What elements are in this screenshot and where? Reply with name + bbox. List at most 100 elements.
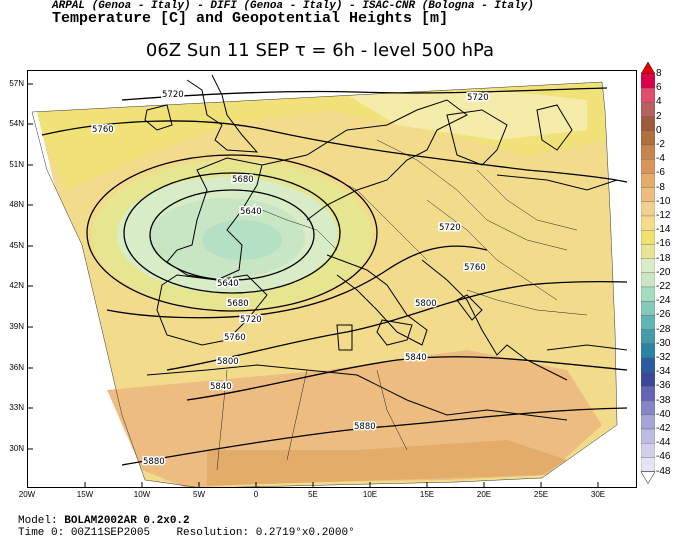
legend-swatch (641, 343, 655, 359)
legend-swatch (641, 329, 655, 344)
contour-label: 5760 (224, 333, 246, 343)
lon-label: 10W (133, 490, 151, 499)
legend-label: 2 (656, 110, 662, 122)
lon-label: 5E (308, 490, 318, 499)
legend-label: -8 (656, 181, 665, 193)
legend-swatch (641, 73, 655, 89)
lon-label: 30E (590, 490, 606, 499)
time-line: Time 0: 00Z11SEP2005 Resolution: 0.2719°… (18, 527, 355, 539)
legend-swatch (641, 102, 655, 117)
legend-swatch (641, 173, 655, 188)
borders (216, 139, 588, 471)
lon-label: 10E (362, 490, 378, 499)
legend-label: -38 (656, 394, 671, 406)
time0-label: Time 0: (18, 527, 65, 539)
legend-label: -44 (656, 437, 671, 449)
legend-label: -34 (656, 366, 671, 378)
temperature-field (32, 82, 617, 488)
legend-swatch (641, 130, 655, 146)
legend-label: -46 (656, 451, 671, 463)
legend-label: -22 (656, 281, 671, 292)
legend-swatch (641, 301, 655, 316)
contour-label: 5880 (143, 457, 165, 467)
legend-swatch (641, 159, 655, 174)
legend-swatch (641, 187, 655, 202)
contour-label: 5640 (240, 207, 262, 217)
legend-label: -16 (656, 238, 671, 250)
height-contours (41, 87, 628, 466)
model-value: BOLAM2002AR 0.2x0.2 (64, 515, 190, 527)
contour-label: 5680 (227, 299, 249, 309)
contour-label: 5640 (217, 279, 239, 289)
legend-swatch (641, 286, 655, 302)
contour-label: 5680 (232, 175, 254, 185)
legend-swatch (641, 414, 655, 430)
legend-swatch (641, 372, 655, 387)
lat-label: 33N (9, 403, 24, 412)
lat-label: 51N (9, 160, 24, 169)
legend-label: -24 (656, 295, 671, 307)
legend-label: 8 (656, 68, 662, 79)
lon-label: 15E (419, 490, 435, 499)
legend-swatch (641, 357, 655, 373)
contour-label-layer: 5720 5720 5760 5680 5640 5640 5680 5720 … (91, 89, 491, 469)
lat-label: 39N (9, 322, 24, 331)
legend-swatch (641, 244, 655, 259)
legend-swatch (641, 144, 655, 160)
legend-label: -30 (656, 337, 671, 349)
contour-label: 5720 (467, 93, 489, 103)
contour-label: 5760 (464, 263, 486, 273)
lon-label: 0 (253, 490, 259, 499)
contour-label: 5840 (210, 382, 232, 392)
legend-swatch (641, 230, 655, 245)
legend-swatch (641, 443, 655, 458)
resolution-value: 0.2719°x0.2000° (255, 527, 355, 539)
legend-label: -40 (656, 408, 671, 420)
contour-label: 5720 (162, 90, 184, 100)
legend-label: -10 (656, 195, 671, 207)
legend-swatch (641, 116, 655, 131)
lat-label: 54N (9, 119, 24, 128)
lon-label: 15W (76, 490, 94, 499)
map-frame (27, 70, 637, 488)
contour-label: 5800 (217, 357, 239, 367)
legend-label: -12 (656, 210, 671, 221)
legend-swatch (641, 215, 655, 231)
legend-label: -48 (656, 465, 671, 477)
frame-ticks (27, 83, 599, 488)
domain-outline (31, 81, 618, 488)
contour-label: 5840 (405, 353, 427, 363)
lon-label: 20W (18, 490, 36, 499)
legend-top-arrow (641, 62, 655, 75)
resolution-label: Resolution: (176, 527, 250, 539)
legend-swatch (641, 428, 655, 444)
legend-label: -32 (656, 352, 671, 363)
model-line: Model: BOLAM2002AR 0.2x0.2 (18, 515, 190, 527)
legend-label: -42 (656, 423, 671, 434)
lon-label: 5W (193, 490, 205, 499)
lat-label: 36N (9, 363, 24, 372)
product-title: Temperature [C] and Geopotential Heights… (52, 10, 449, 27)
credits-line: ARPAL (Genoa - Italy) - DIFI (Genoa - It… (52, 0, 534, 12)
legend-swatch (641, 258, 655, 273)
forecast-map: 5720 5720 5760 5680 5640 5640 5680 5720 … (27, 70, 637, 488)
time0-value: 00Z11SEP2005 (70, 527, 151, 539)
legend-label: -4 (656, 153, 665, 165)
lat-label: 30N (9, 444, 24, 453)
legend-label: -14 (656, 224, 671, 236)
contour-label: 5880 (354, 422, 376, 432)
legend-label: 4 (656, 96, 662, 108)
lat-label: 45N (9, 241, 24, 250)
legend-label: 0 (656, 124, 662, 136)
legend-swatch (641, 201, 655, 217)
contour-label: 5720 (439, 223, 461, 233)
legend-swatch (641, 315, 655, 330)
contour-label: 5760 (92, 125, 114, 135)
legend-label: -28 (656, 323, 671, 335)
contour-label: 5800 (415, 299, 437, 309)
legend-label: -18 (656, 252, 671, 264)
legend-swatch (641, 457, 655, 472)
lat-label: 57N (9, 79, 24, 88)
lat-label: 48N (9, 200, 24, 209)
lon-label: 20E (476, 490, 492, 499)
